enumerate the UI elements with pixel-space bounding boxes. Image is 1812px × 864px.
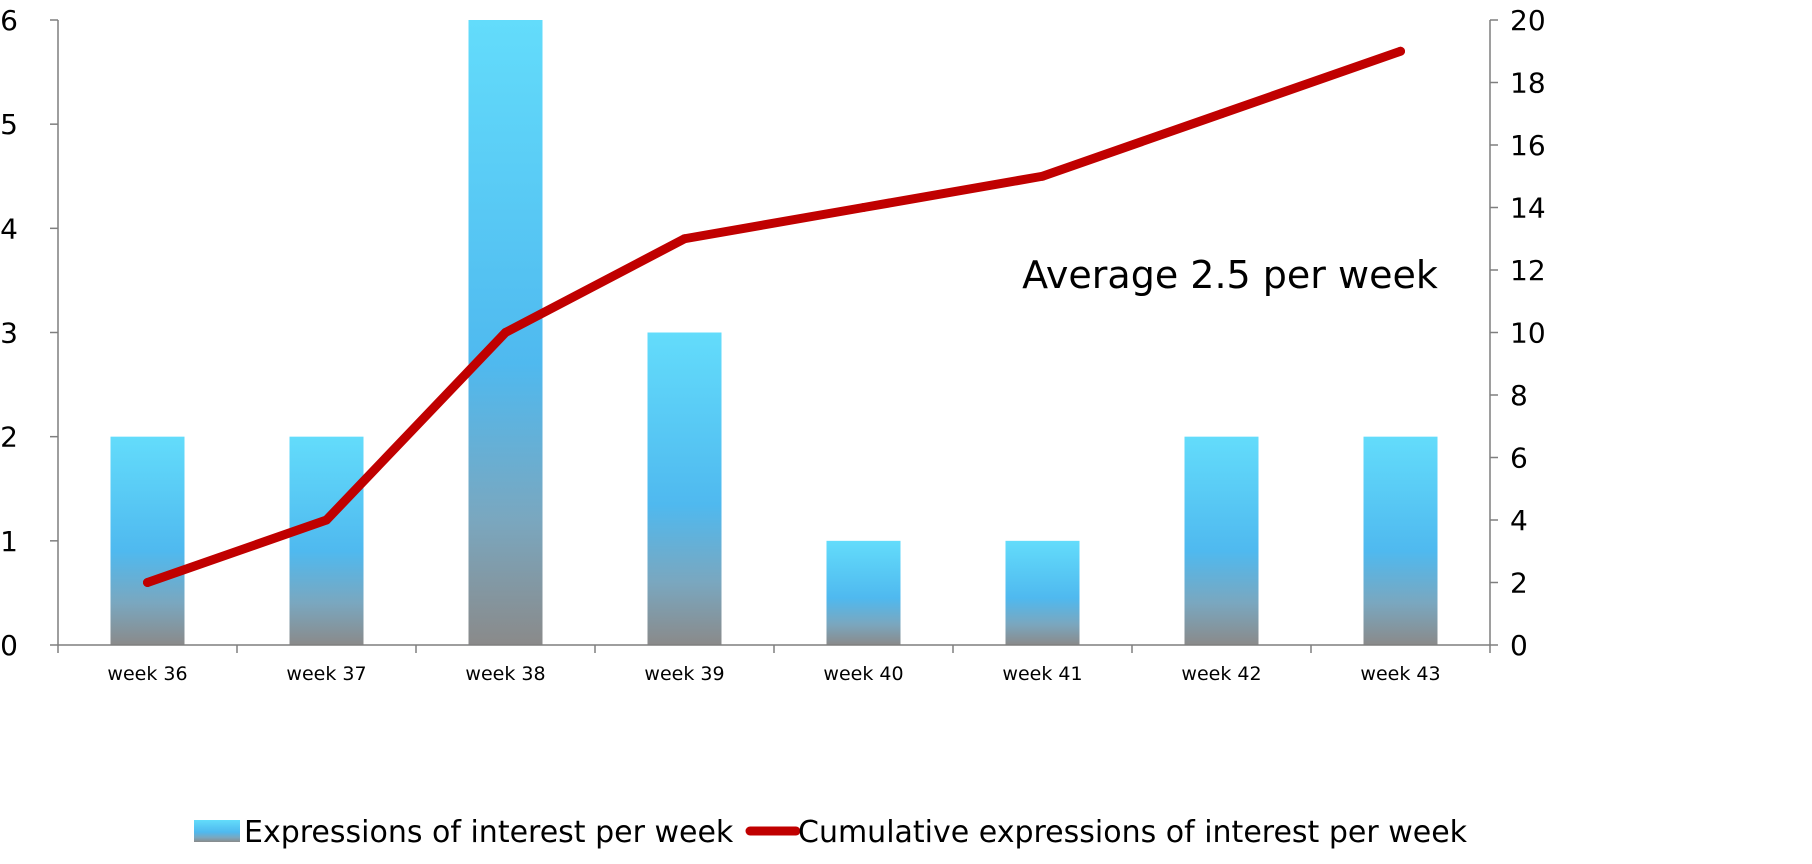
y-right-tick-label: 8 — [1510, 379, 1528, 412]
y-right-tick-label: 14 — [1510, 192, 1546, 225]
bar — [1005, 540, 1080, 645]
y-left-tick-label: 0 — [0, 629, 18, 662]
line-point — [1038, 171, 1047, 181]
legend-bar-label: Expressions of interest per week — [244, 815, 734, 850]
cumulative-line — [143, 46, 1405, 587]
y-right-tick-label: 6 — [1510, 442, 1528, 475]
bar — [289, 436, 364, 645]
y-left-tick-label: 5 — [0, 108, 18, 141]
y-right-tick-label: 2 — [1510, 567, 1528, 600]
legend-line-label: Cumulative expressions of interest per w… — [798, 815, 1468, 850]
x-tick-label: week 43 — [1360, 663, 1440, 685]
bar — [1184, 436, 1259, 645]
line-point — [1396, 46, 1405, 56]
y-right-tick-label: 20 — [1510, 4, 1546, 37]
y-right-tick-label: 12 — [1510, 254, 1546, 287]
y-left-tick-label: 3 — [0, 317, 18, 350]
bar — [826, 540, 901, 645]
line-point — [322, 515, 331, 525]
x-tick-label: week 36 — [107, 663, 187, 685]
x-tick-label: week 41 — [1002, 663, 1082, 685]
legend-bar-swatch — [194, 820, 240, 842]
legend: Expressions of interest per week Cumulat… — [194, 815, 1468, 850]
y-left-tick-label: 4 — [0, 212, 18, 245]
bar — [110, 436, 185, 645]
bars-layer — [110, 20, 1438, 645]
line-point — [680, 234, 689, 244]
y-right-tick-label: 10 — [1510, 317, 1546, 350]
bar — [647, 332, 722, 645]
y-left-tick-label: 1 — [0, 525, 18, 558]
bar — [1363, 436, 1438, 645]
y-left-tick-label: 2 — [0, 421, 18, 454]
y-left-tick-label: 6 — [0, 4, 18, 37]
x-tick-label: week 37 — [286, 663, 366, 685]
line-point — [143, 578, 152, 587]
y-right-tick-label: 4 — [1510, 504, 1528, 537]
y-right-tick-label: 0 — [1510, 629, 1528, 662]
line-layer — [143, 46, 1405, 587]
x-tick-label: week 39 — [644, 663, 724, 685]
line-point — [1217, 109, 1226, 119]
average-annotation: Average 2.5 per week — [1022, 253, 1438, 297]
x-tick-label: week 40 — [823, 663, 903, 685]
x-tick-label: week 38 — [465, 663, 545, 685]
line-point — [859, 203, 868, 212]
axes-layer — [50, 19, 1498, 653]
y-right-tick-label: 16 — [1510, 129, 1546, 162]
line-point — [501, 328, 510, 337]
x-tick-label: week 42 — [1181, 663, 1261, 685]
y-right-tick-label: 18 — [1510, 67, 1546, 100]
